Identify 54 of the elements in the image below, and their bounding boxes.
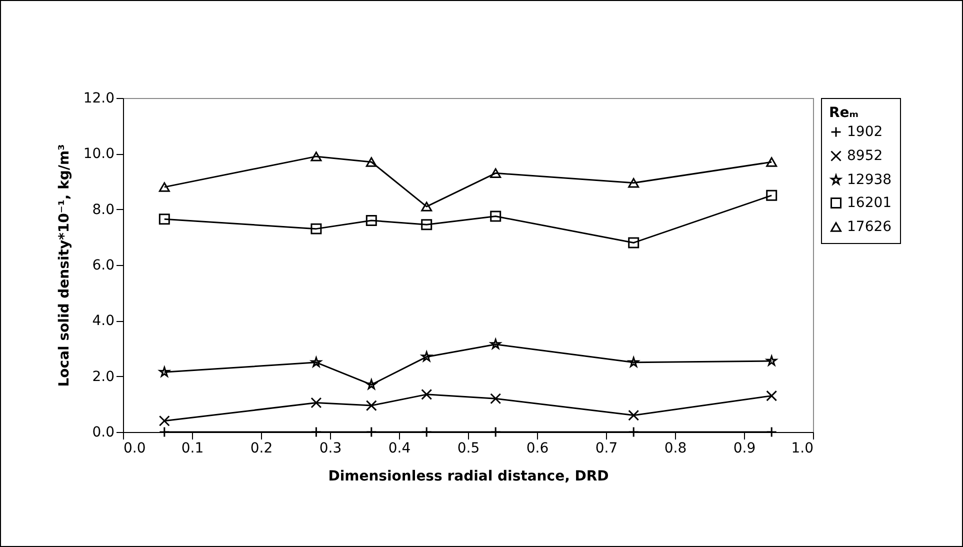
point	[310, 397, 322, 408]
point	[366, 400, 377, 412]
point	[628, 237, 640, 248]
point	[366, 157, 377, 167]
point	[158, 415, 170, 426]
y-tick-label: 4.0	[92, 313, 114, 330]
y-axis-title: Local solid density*10⁻¹, kg/m³	[56, 144, 72, 387]
point	[159, 366, 170, 377]
point	[490, 393, 502, 404]
point	[766, 190, 778, 201]
x-tick-label: 0.2	[250, 440, 273, 456]
x-tick-label: 0.3	[319, 440, 342, 456]
point	[158, 182, 170, 192]
point	[310, 223, 322, 234]
legend-label: 8952	[847, 148, 883, 164]
x-tick-label: 0.6	[526, 440, 549, 456]
point	[766, 356, 777, 366]
y-tick-label: 0.0	[92, 424, 114, 440]
point	[366, 379, 377, 390]
point	[628, 178, 640, 188]
x-tick-label: 0.8	[664, 440, 687, 456]
x-tick-label: 1.0	[791, 440, 814, 456]
legend-title: Reₘ	[829, 105, 859, 121]
legend-label: 12938	[847, 172, 892, 188]
point	[490, 210, 502, 222]
y-tick-label: 10.0	[83, 146, 114, 162]
x-tick-label: 0.0	[124, 440, 146, 456]
point	[366, 214, 377, 226]
point	[766, 157, 778, 167]
point	[421, 351, 432, 362]
point	[310, 152, 322, 162]
y-tick-label: 2.0	[92, 368, 114, 385]
point	[158, 214, 170, 225]
point	[766, 390, 778, 402]
y-tick-label: 6.0	[92, 258, 114, 274]
legend-label: 16201	[847, 195, 892, 211]
x-axis-title: Dimensionless radial distance, DRD	[328, 468, 609, 484]
point	[628, 356, 639, 368]
point	[421, 388, 432, 400]
x-tick-label: 0.5	[457, 440, 480, 456]
point	[490, 168, 502, 178]
x-tick-label: 0.7	[595, 440, 618, 456]
point	[628, 410, 640, 421]
x-tick-label: 0.9	[733, 440, 756, 456]
point	[310, 356, 322, 368]
y-tick-label: 12.0	[83, 90, 114, 106]
legend-label: 1902	[847, 124, 883, 140]
x-tick-label: 0.4	[388, 440, 411, 456]
point	[421, 219, 432, 230]
y-tick-label: 8.0	[92, 202, 114, 218]
legend-label: 17626	[847, 219, 892, 235]
point	[421, 202, 432, 212]
x-tick-label: 0.1	[181, 440, 204, 456]
point	[490, 338, 501, 349]
